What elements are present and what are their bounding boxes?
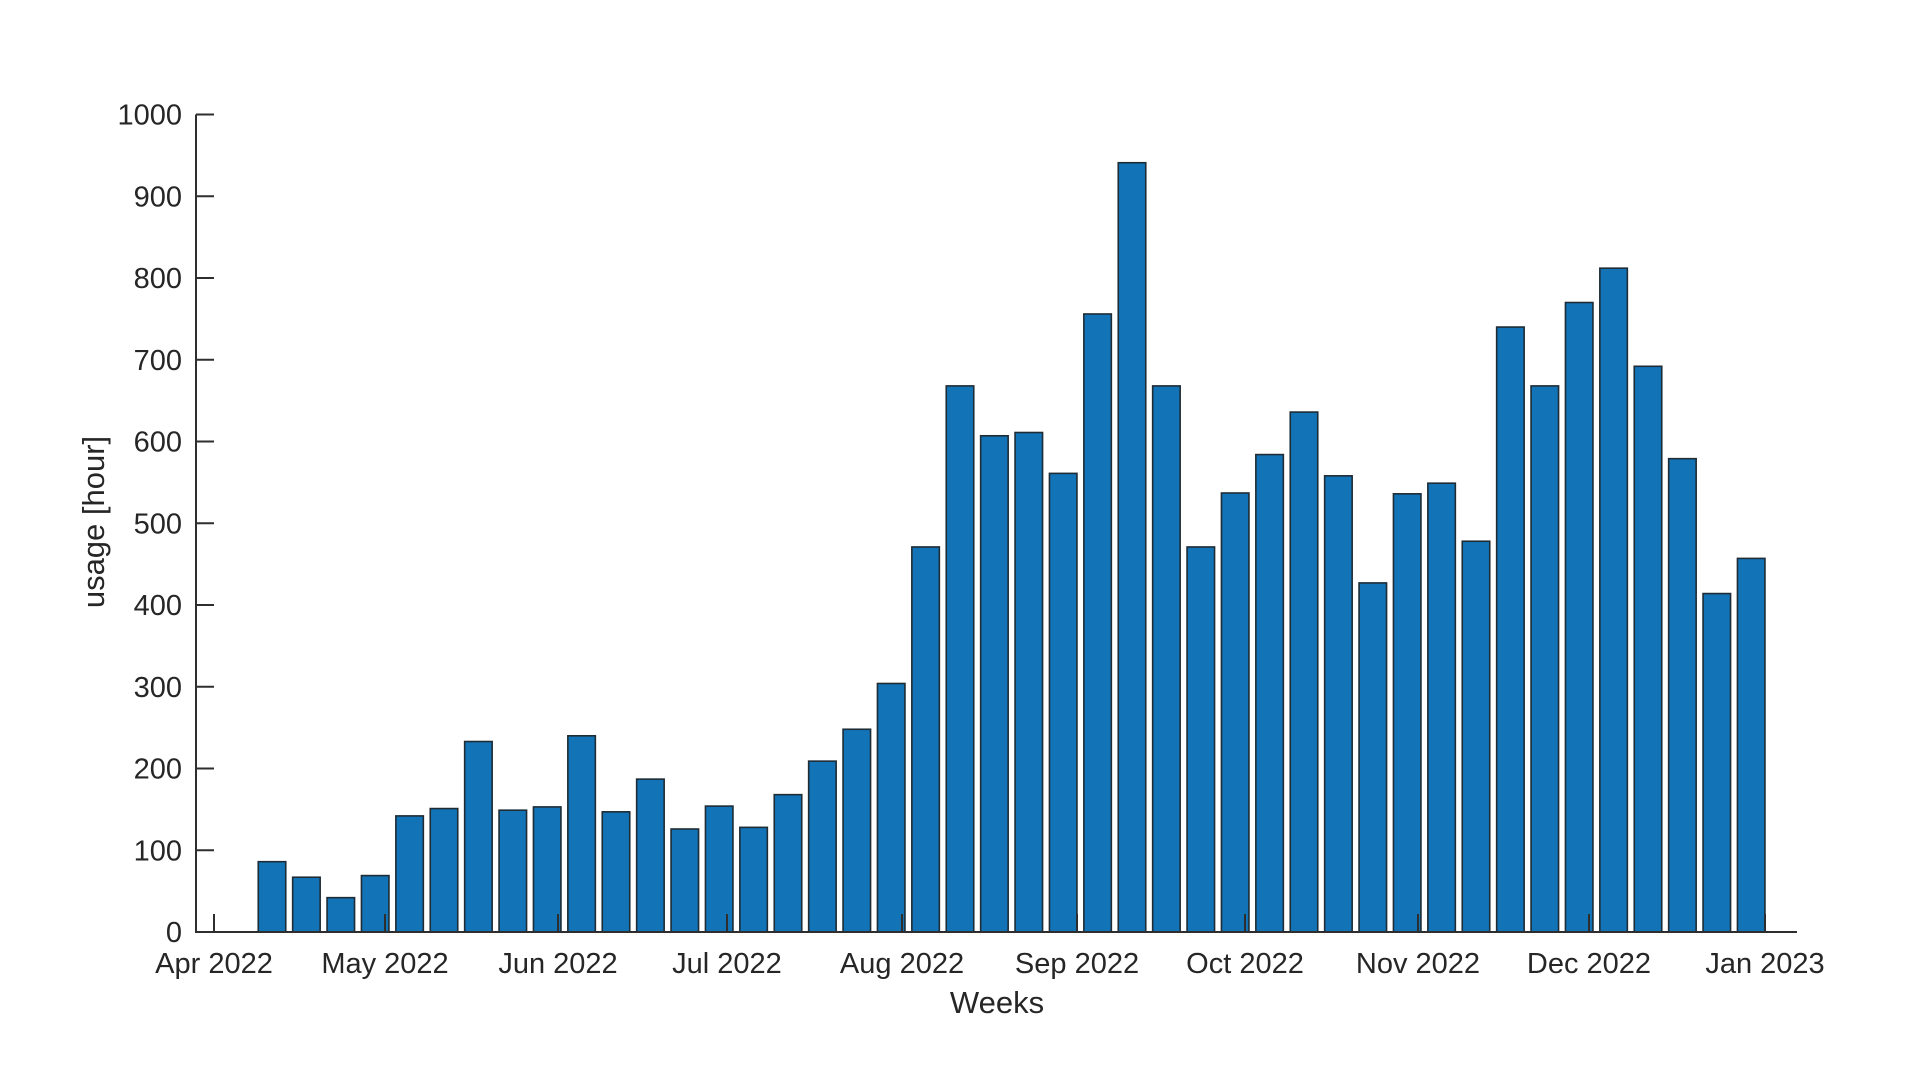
- bar-week-24: [1048, 472, 1078, 933]
- bar-week-43: [1702, 592, 1732, 933]
- y-tick-label: 600: [134, 427, 182, 459]
- bar-week-22: [979, 434, 1009, 933]
- bar-week-42: [1667, 457, 1697, 933]
- y-tick-label: 900: [134, 181, 182, 213]
- bar-week-7: [463, 740, 493, 933]
- bar-week-11: [601, 811, 631, 933]
- bar-week-28: [1186, 546, 1216, 933]
- bar-week-30: [1255, 453, 1285, 933]
- x-tick-label: Nov 2022: [1356, 948, 1480, 980]
- bar-week-6: [429, 807, 459, 933]
- bar-week-19: [876, 682, 906, 933]
- tick-labels-group: 0 100 200 300 400 500 600 700 800 900 1000 Apr 2022…: [117, 100, 1824, 981]
- bar-week-41: [1633, 365, 1663, 933]
- x-axis-title: Weeks: [950, 985, 1044, 1020]
- bar-week-34: [1392, 493, 1422, 933]
- y-tick-label: 300: [134, 672, 182, 704]
- bar-week-15: [739, 826, 769, 933]
- bar-week-27: [1151, 385, 1181, 933]
- bar-week-3: [326, 896, 356, 933]
- x-tick-label: May 2022: [321, 948, 448, 980]
- bar-week-5: [395, 815, 425, 933]
- bar-week-37: [1495, 326, 1525, 933]
- y-tick-label: 0: [166, 917, 182, 949]
- y-tick-label: 400: [134, 590, 182, 622]
- y-tick-label: 100: [134, 835, 182, 867]
- bar-week-1: [257, 860, 287, 933]
- bar-week-21: [945, 385, 975, 933]
- y-tick-label: 500: [134, 508, 182, 540]
- bar-week-23: [1014, 431, 1044, 933]
- bar-week-20: [911, 546, 941, 933]
- bar-week-17: [807, 760, 837, 933]
- bar-week-33: [1358, 582, 1388, 933]
- bar-week-8: [498, 809, 528, 933]
- bar-week-10: [567, 734, 597, 933]
- bar-week-31: [1289, 411, 1319, 933]
- bar-week-13: [670, 828, 700, 933]
- y-tick-label: 1000: [117, 100, 182, 132]
- bar-week-14: [704, 805, 734, 933]
- bar-week-9: [532, 806, 562, 933]
- x-tick-label: Dec 2022: [1527, 948, 1651, 980]
- y-tick-label: 700: [134, 345, 182, 377]
- bar-week-44: [1736, 557, 1766, 933]
- bar-week-40: [1599, 267, 1629, 933]
- x-tick-label: Jun 2022: [498, 948, 617, 980]
- bar-week-29: [1220, 492, 1250, 933]
- x-tick-label: Aug 2022: [840, 948, 964, 980]
- x-tick-label: Oct 2022: [1186, 948, 1304, 980]
- bar-week-26: [1117, 161, 1147, 933]
- axes-group: [195, 113, 1797, 933]
- bar-week-32: [1323, 475, 1353, 933]
- bar-week-35: [1427, 482, 1457, 933]
- bar-week-38: [1530, 385, 1560, 933]
- bar-week-16: [773, 793, 803, 933]
- y-tick-label: 200: [134, 754, 182, 786]
- bar-week-25: [1083, 313, 1113, 933]
- bar-week-2: [291, 876, 321, 933]
- bar-week-36: [1461, 540, 1491, 933]
- y-axis-title: usage [hour]: [76, 436, 111, 608]
- x-tick-label: Sep 2022: [1015, 948, 1139, 980]
- y-tick-label: 800: [134, 263, 182, 295]
- x-tick-label: Jan 2023: [1705, 948, 1824, 980]
- bars-group: [257, 161, 1766, 933]
- x-tick-label: Jul 2022: [672, 948, 782, 980]
- bar-week-18: [842, 728, 872, 933]
- bar-week-12: [635, 778, 665, 933]
- x-tick-label: Apr 2022: [155, 948, 273, 980]
- bar-week-39: [1564, 301, 1594, 933]
